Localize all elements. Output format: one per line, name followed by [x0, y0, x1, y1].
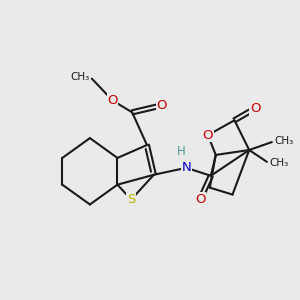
Text: CH₃: CH₃: [275, 136, 294, 146]
Text: O: O: [107, 94, 118, 107]
Text: O: O: [250, 102, 260, 115]
Text: CH₃: CH₃: [70, 73, 89, 82]
Text: S: S: [127, 193, 135, 206]
Text: O: O: [195, 193, 205, 206]
Text: O: O: [156, 99, 167, 112]
Text: O: O: [203, 129, 213, 142]
Text: CH₃: CH₃: [270, 158, 289, 168]
Text: H: H: [177, 146, 186, 158]
Text: N: N: [182, 161, 191, 174]
